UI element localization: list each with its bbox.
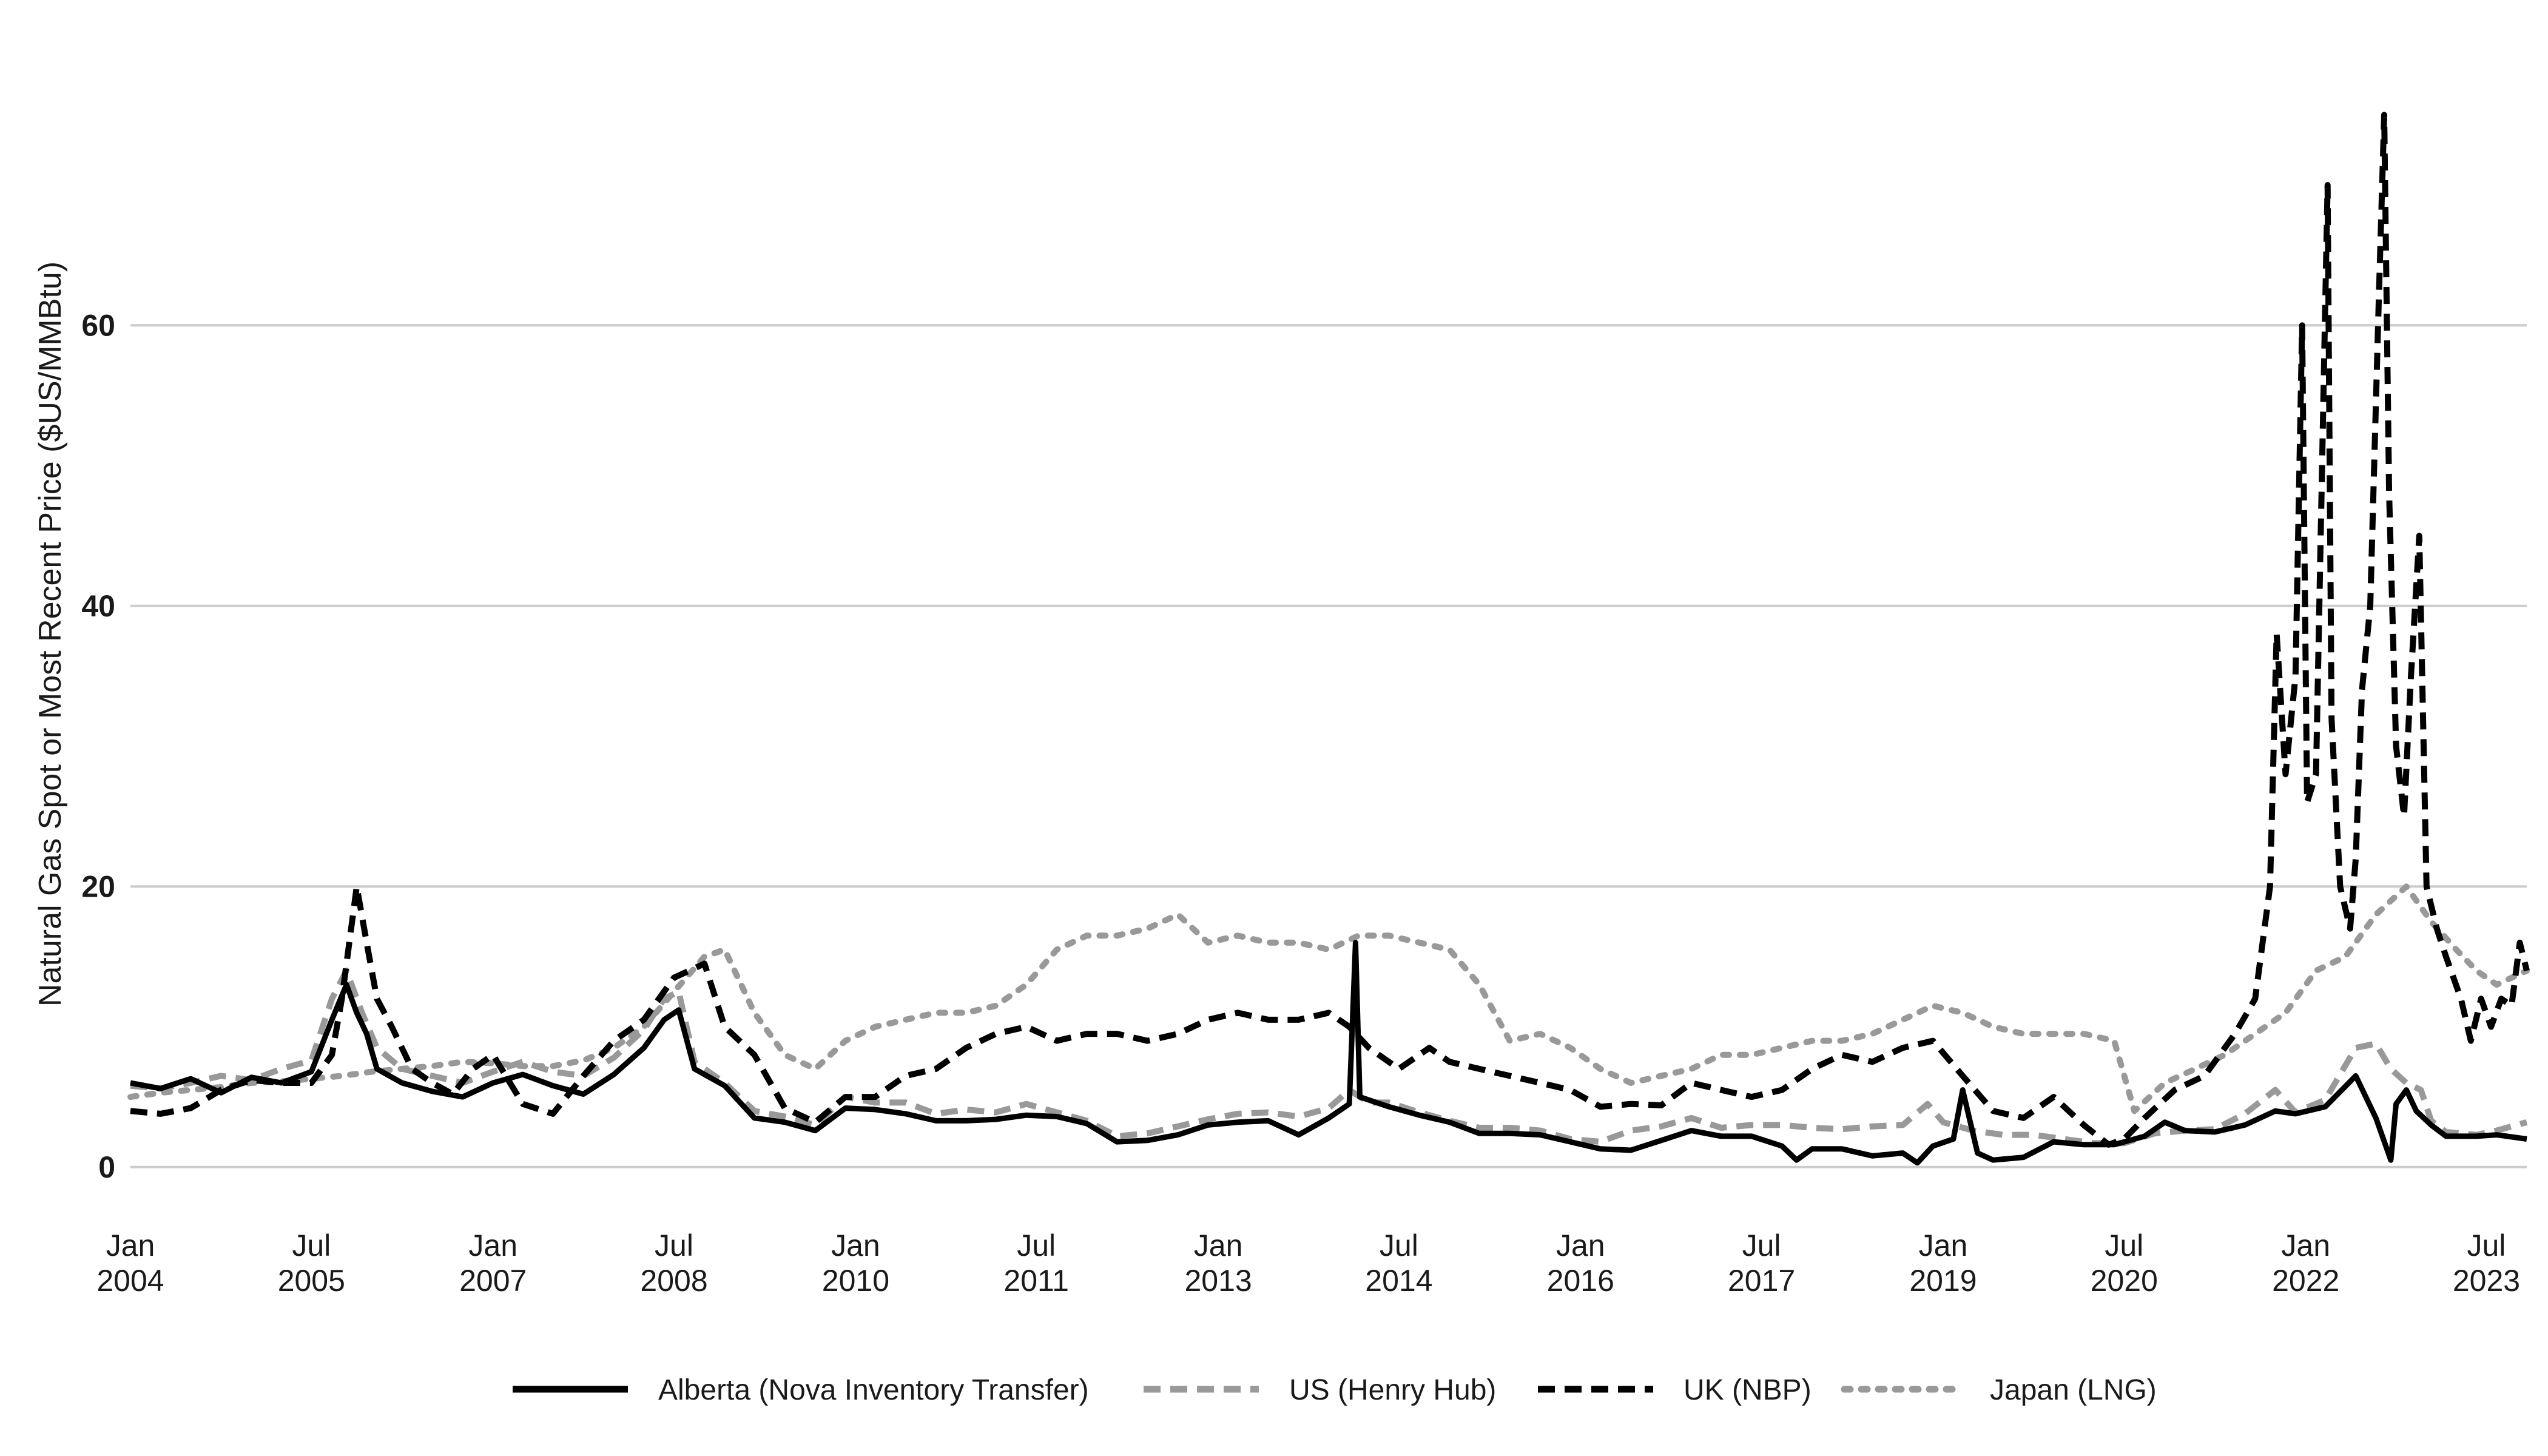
y-axis-label: Natural Gas Spot or Most Recent Price ($… (33, 261, 68, 1006)
x-tick-label: Jan 2007 (459, 1228, 527, 1298)
x-tick-label: Jul 2023 (2453, 1228, 2520, 1298)
y-tick-label: 40 (81, 589, 115, 623)
legend-label: Alberta (Nova Inventory Transfer) (658, 1374, 1089, 1406)
legend-item: UK (NBP) (1538, 1374, 1812, 1406)
series-line-us-henry-hub (130, 968, 2528, 1147)
series-lines (127, 112, 2530, 1166)
x-axis: Jan 2004 Jul 2005 Jan 2007 Jul 2008 Jan 2010 Jul 20… (96, 1228, 2520, 1298)
legend-label: UK (NBP) (1684, 1374, 1812, 1406)
x-tick-label: Jan 2019 (1909, 1228, 1977, 1298)
legend-item: Alberta (Nova Inventory Transfer) (513, 1374, 1089, 1406)
x-tick-label: Jul 2017 (1728, 1228, 1795, 1298)
y-axis: 0 20 40 60 (81, 308, 115, 1184)
legend-item: US (Henry Hub) (1144, 1374, 1496, 1406)
legend-item: Japan (LNG) (1841, 1374, 2157, 1406)
x-tick-label: Jan 2013 (1185, 1228, 1252, 1298)
x-tick-label: Jan 2004 (96, 1228, 164, 1298)
y-tick-label: 60 (81, 308, 115, 342)
x-tick-label: Jan 2016 (1547, 1228, 1614, 1298)
x-tick-label: Jul 2008 (640, 1228, 707, 1298)
y-tick-label: 20 (81, 869, 115, 903)
x-tick-label: Jul 2014 (1365, 1228, 1432, 1298)
x-tick-label: Jul 2020 (2091, 1228, 2158, 1298)
legend: Alberta (Nova Inventory Transfer) US (Hen… (513, 1374, 2157, 1406)
legend-label: Japan (LNG) (1990, 1374, 2157, 1406)
x-tick-label: Jan 2022 (2272, 1228, 2339, 1298)
x-tick-label: Jan 2010 (822, 1228, 889, 1298)
x-tick-label: Jul 2011 (1003, 1228, 1069, 1298)
series-line-uk-nbp (130, 112, 2530, 1148)
series-line-alberta-nova-inventory-transfer (130, 940, 2527, 1166)
legend-label: US (Henry Hub) (1289, 1374, 1496, 1406)
series-line-japan-lng (127, 883, 2530, 1114)
y-tick-label: 0 (98, 1150, 115, 1184)
x-tick-label: Jul 2005 (278, 1228, 345, 1298)
gridlines (130, 324, 2527, 1168)
